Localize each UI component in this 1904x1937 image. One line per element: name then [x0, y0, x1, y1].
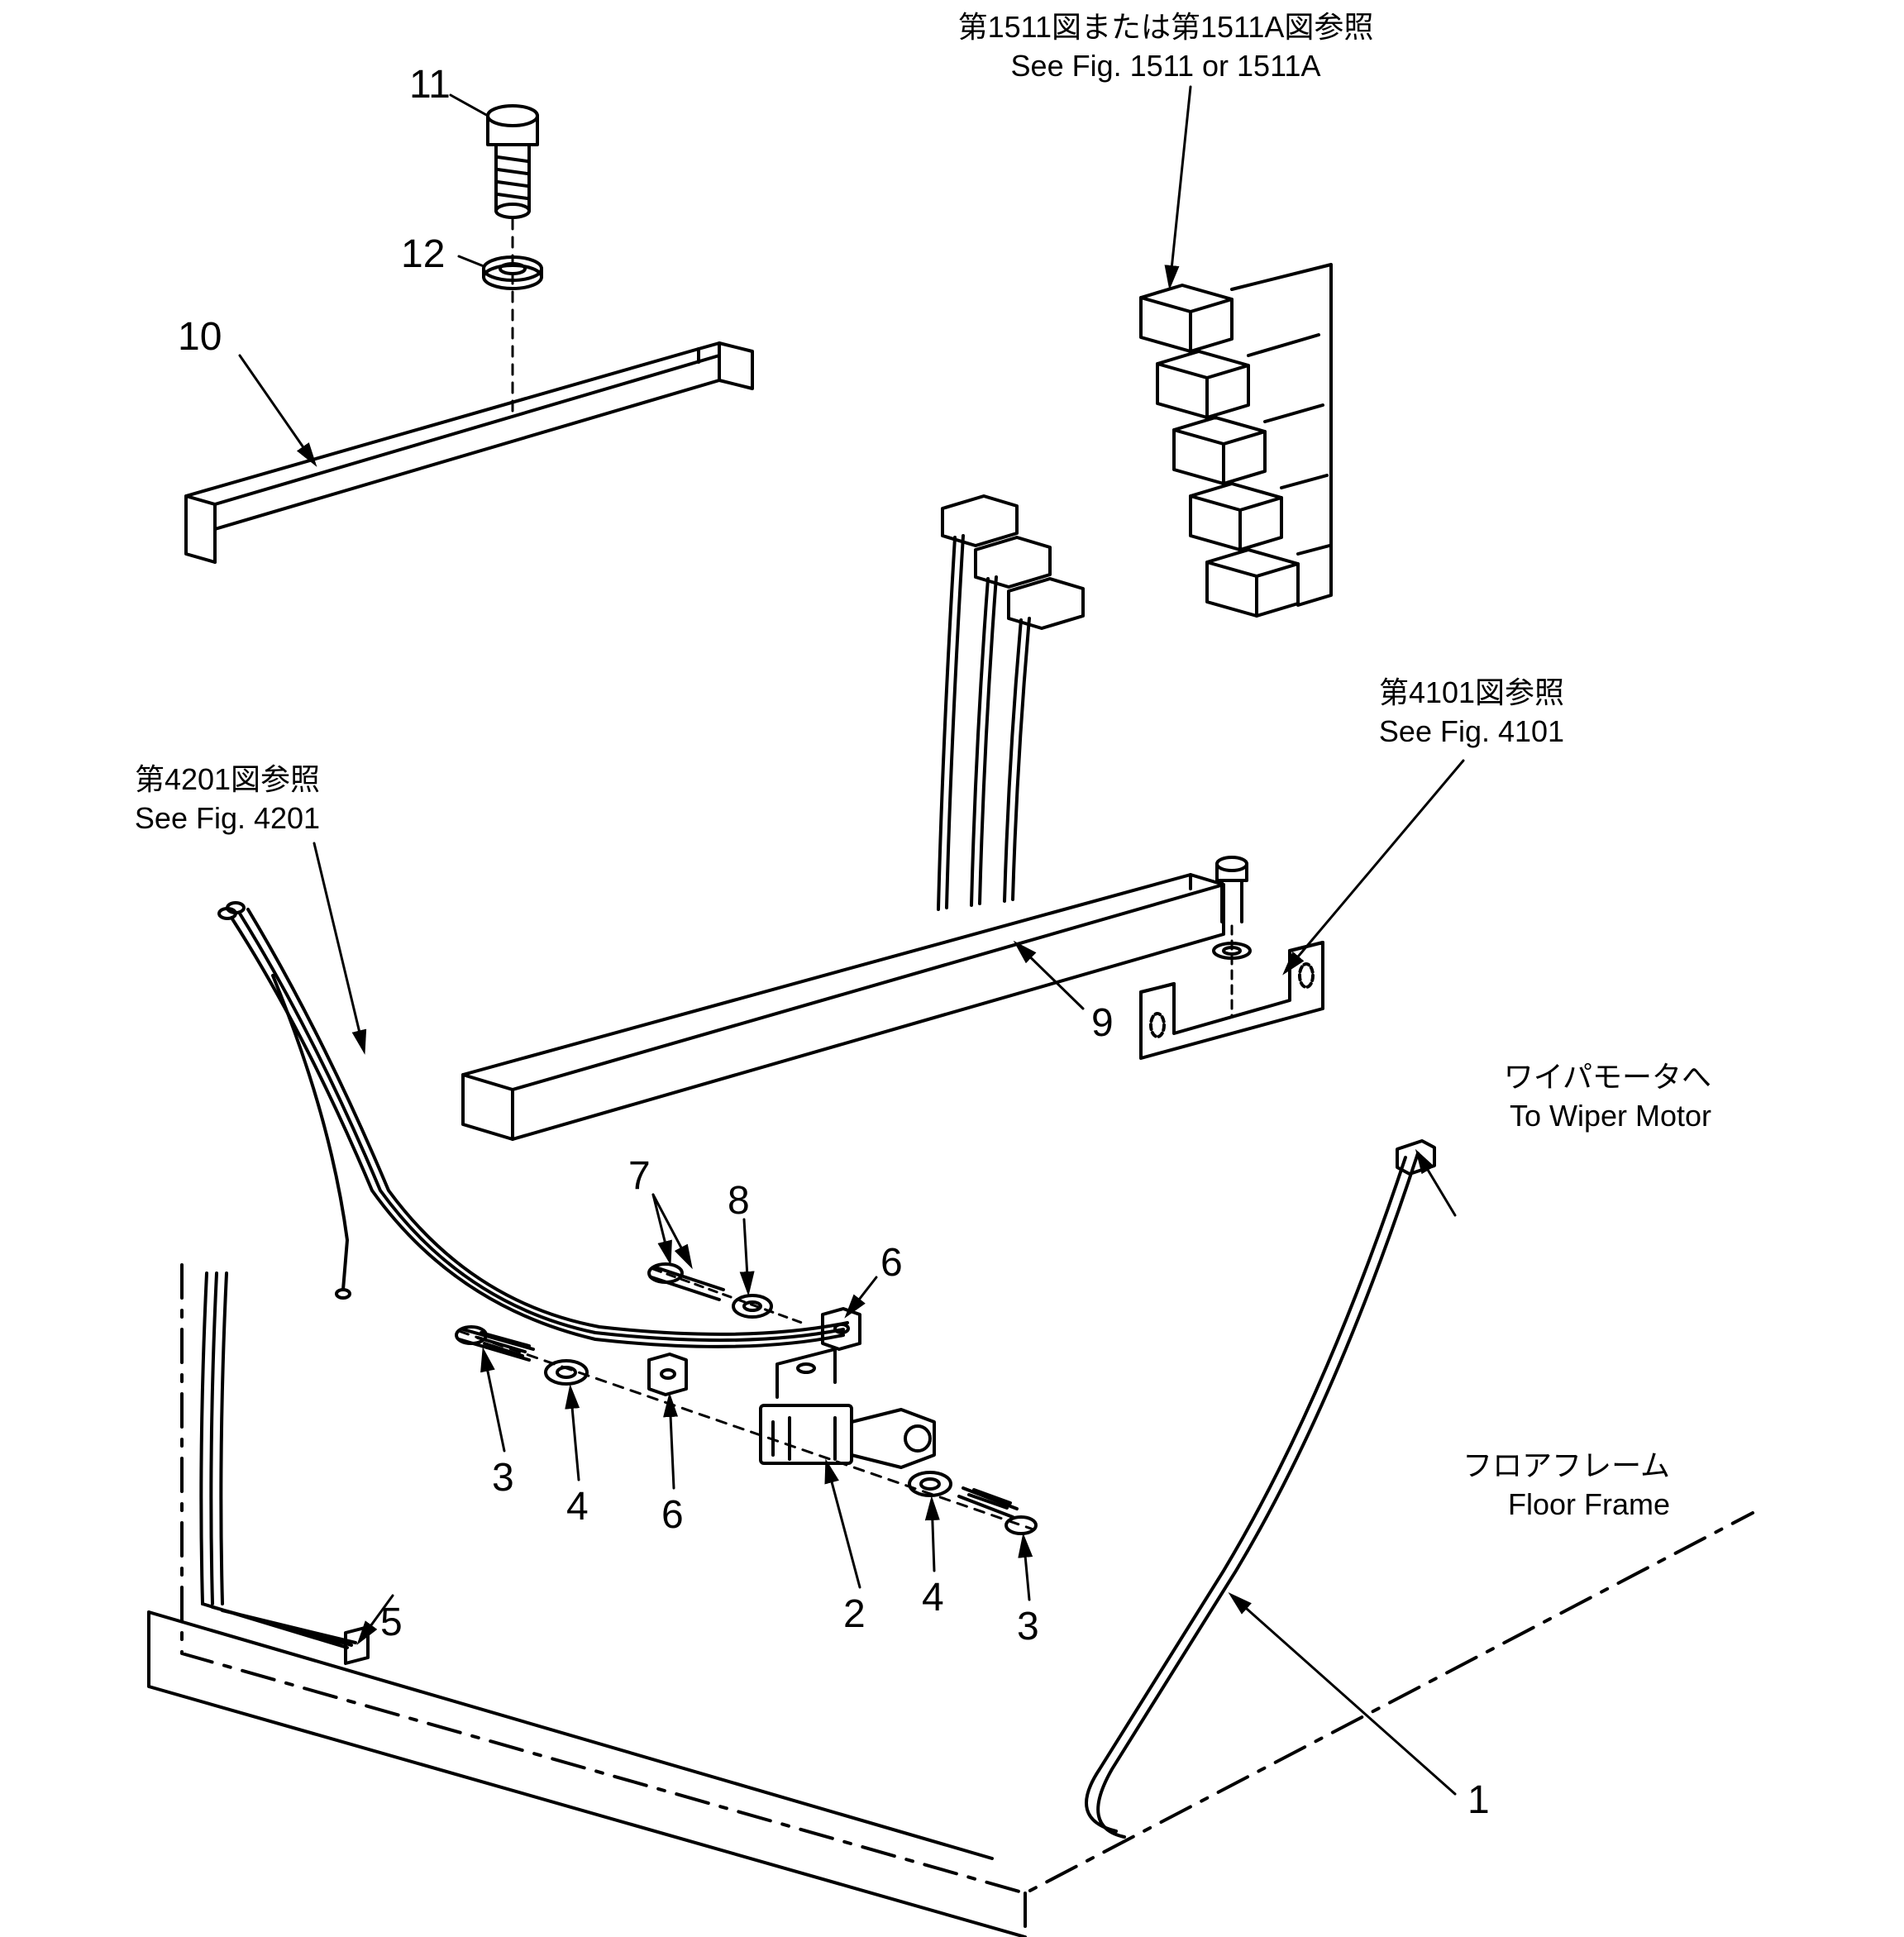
callout-6-right: 6: [880, 1240, 903, 1286]
ref-4101-jp: 第4101図参照: [1306, 674, 1637, 713]
ref-floor-en: Floor Frame: [1339, 1486, 1670, 1524]
callout-7: 7: [628, 1153, 651, 1199]
ref-4201-en: See Fig. 4201: [83, 799, 372, 838]
part-2: [761, 1349, 934, 1467]
part-5-harness: [201, 903, 847, 1663]
part-11: [488, 106, 537, 217]
callout-3-left: 3: [492, 1455, 514, 1500]
callout-6-left: 6: [661, 1492, 684, 1538]
ref-wiper-jp: ワイパモータへ: [1381, 1058, 1711, 1097]
part-10: [186, 343, 752, 562]
ref-1511-en: See Fig. 1511 or 1511A: [918, 47, 1414, 86]
connector-rack: [1141, 265, 1331, 616]
ref-floor-jp: フロアフレーム: [1339, 1447, 1670, 1486]
callout-10: 10: [178, 314, 222, 360]
ref-4101-en: See Fig. 4101: [1306, 713, 1637, 751]
ref-wiper-en: To Wiper Motor: [1381, 1097, 1711, 1136]
callout-12: 12: [401, 231, 445, 277]
wire-harness-3: [938, 496, 1083, 909]
callout-3-right: 3: [1017, 1604, 1039, 1649]
callout-9: 9: [1091, 1000, 1114, 1046]
ref-wiper: ワイパモータへ To Wiper Motor: [1381, 1058, 1711, 1136]
callout-8: 8: [728, 1178, 750, 1224]
ref-floor: フロアフレーム Floor Frame: [1339, 1447, 1670, 1524]
diagram-svg: [0, 0, 1904, 1937]
part-3-4-left: [456, 1327, 587, 1384]
callout-4-right: 4: [922, 1575, 944, 1620]
ref-1511: 第1511図または第1511A図参照 See Fig. 1511 or 1511…: [918, 8, 1414, 86]
callout-4-left: 4: [566, 1484, 589, 1529]
ref-1511-jp: 第1511図または第1511A図参照: [918, 8, 1414, 47]
ref-4201-jp: 第4201図参照: [83, 761, 372, 799]
ref-4201: 第4201図参照 See Fig. 4201: [83, 761, 372, 838]
ref-4101: 第4101図参照 See Fig. 4101: [1306, 674, 1637, 751]
callout-11: 11: [409, 62, 451, 107]
callout-1: 1: [1467, 1777, 1490, 1823]
callout-5: 5: [380, 1600, 403, 1645]
callout-2: 2: [843, 1591, 866, 1637]
part-7-8: [649, 1264, 802, 1323]
